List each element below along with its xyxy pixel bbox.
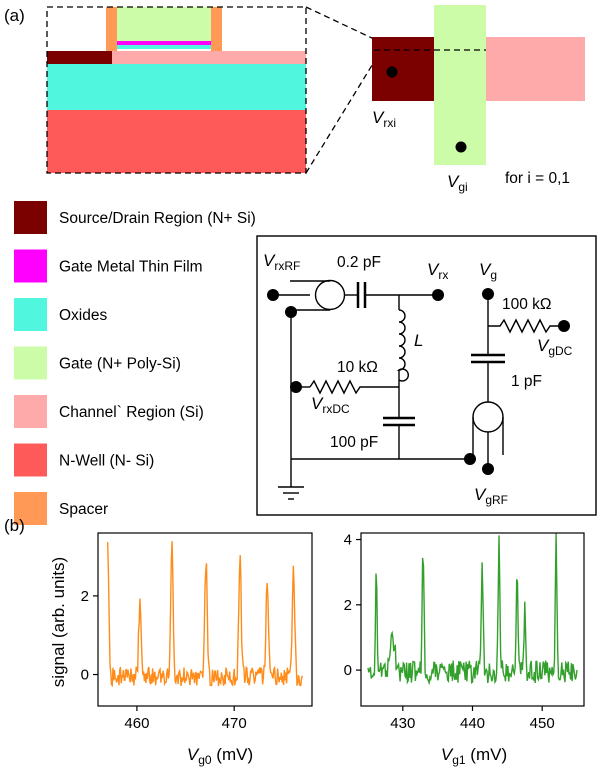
zoom-line-top: [305, 6, 375, 40]
vrx-contact: [386, 66, 398, 78]
vrx-node: [432, 289, 444, 301]
spacer-left: [106, 7, 117, 51]
signal-trace: [367, 533, 578, 686]
legend-swatch: [14, 298, 47, 331]
vgrf-node: [482, 463, 494, 475]
y-tick-label: 2: [81, 588, 89, 605]
vg-contact: [455, 141, 467, 153]
coax-g-symbol: [472, 401, 504, 433]
vrxdc-label: VrxDC: [311, 394, 350, 416]
signal-trace: [107, 541, 303, 688]
legend-swatch: [14, 201, 47, 234]
cap-100p-label: 100 pF: [330, 434, 378, 451]
gate-strip: [434, 5, 486, 165]
device-cross-section: [46, 6, 375, 174]
vrxrf-node: [267, 289, 279, 301]
legend-label: Oxides: [59, 307, 107, 324]
legend-label: Spacer: [59, 501, 108, 518]
r-10k-label: 10 kΩ: [337, 359, 378, 376]
nwell-layer: [47, 110, 306, 173]
x-tick-label: 470: [222, 715, 247, 732]
zoom-line-bottom: [305, 61, 375, 174]
ground-junction: [285, 306, 297, 318]
gate-poly: [117, 7, 211, 41]
plot-frame: [97, 532, 313, 707]
gate-oxide: [117, 45, 211, 49]
vrxrf-label: VrxRF: [263, 251, 300, 273]
inductor-coil: [396, 309, 409, 382]
coax-rx-symbol: [314, 279, 346, 311]
legend-label: Gate (N+ Poly-Si): [59, 356, 181, 373]
layer-legend: Source/Drain Region (N+ Si) Gate Metal Th…: [14, 201, 256, 525]
x-tick-label: 450: [530, 715, 555, 732]
cap-1p-label: 1 pF: [511, 373, 542, 390]
vg-node: [482, 288, 494, 300]
source-drain-pad: [372, 37, 434, 101]
x-tick-label: 430: [390, 715, 415, 732]
coax-shield-node: [464, 453, 476, 465]
panel-b-label: (b): [4, 516, 25, 535]
legend-swatch: [14, 395, 47, 428]
vgdc-label: VgDC: [537, 336, 573, 358]
channel-layer: [112, 51, 306, 64]
y-tick-label: 2: [344, 597, 352, 614]
vrxdc-node: [290, 381, 302, 393]
circuit-frame: [256, 235, 597, 516]
legend-swatch: [14, 249, 47, 283]
vgrf-label: VgRF: [474, 485, 508, 507]
x-tick-label: 440: [460, 715, 485, 732]
spacer-right: [211, 7, 222, 51]
oxide-layer: [47, 64, 306, 110]
y-tick-label: 0: [344, 662, 352, 679]
y-tick-label: 0: [81, 667, 89, 684]
inductor-label: L: [414, 331, 423, 350]
resistor-100k: [488, 318, 564, 334]
x-axis-label-g0: Vg0 (mV): [187, 745, 253, 767]
vgi-label: Vgi: [447, 172, 468, 194]
circuit-diagram: [256, 235, 597, 516]
legend-label: Gate Metal Thin Film: [59, 259, 203, 276]
circuit-nodes: [267, 288, 570, 475]
panel-a-label: (a): [4, 6, 25, 25]
vrx-label: Vrx: [427, 260, 448, 282]
legend-swatch: [14, 346, 47, 380]
chart-vg0: 460 470 0 2: [81, 532, 313, 732]
vg-label: Vg: [479, 260, 497, 282]
legend-label: Source/Drain Region (N+ Si): [59, 210, 256, 227]
resistor-10k: [309, 379, 399, 395]
legend-label: N-Well (N- Si): [59, 453, 154, 470]
gate-metal-film: [117, 41, 211, 45]
zoom-box: [46, 6, 307, 174]
vgdc-node: [558, 320, 570, 332]
x-axis-label-g1: Vg1 (mV): [441, 745, 507, 767]
legend-swatch: [14, 492, 47, 525]
chart-vg1: 430 440 450 0 2 4: [344, 532, 585, 732]
r-100k-label: 100 kΩ: [502, 296, 552, 313]
source-drain-layer: [47, 51, 112, 64]
vrxi-label: Vrxi: [372, 108, 396, 130]
x-tick-label: 460: [124, 715, 149, 732]
cap-0p2-label: 0.2 pF: [337, 254, 381, 271]
for-i-label: for i = 0,1: [505, 170, 570, 187]
legend-label: Channel` Region (Si): [59, 404, 204, 421]
device-top-view: [372, 5, 585, 165]
y-axis-label: signal (arb. units): [49, 557, 68, 687]
y-tick-label: 4: [344, 532, 352, 549]
legend-swatch: [14, 443, 47, 477]
